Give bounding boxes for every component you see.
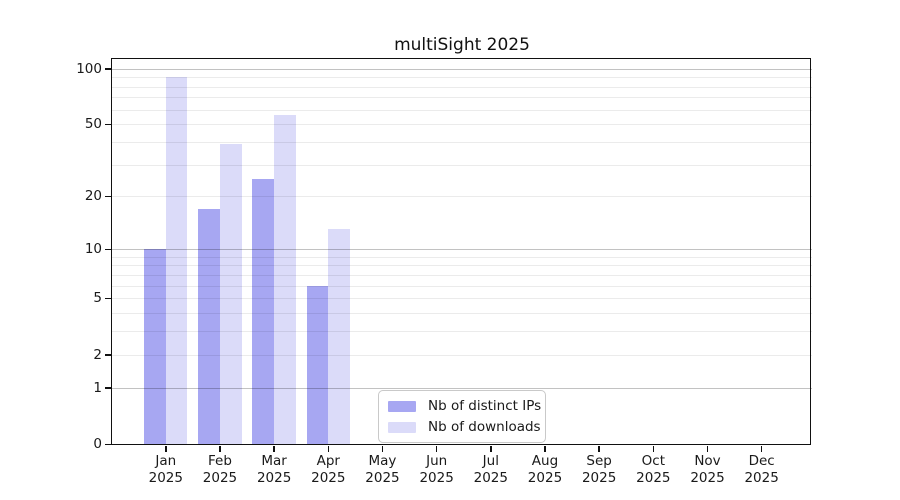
y-tick-label-20: 20 [84, 188, 102, 205]
bar-distinct-ips-jan [144, 249, 166, 445]
y-tick-label-10: 10 [84, 241, 102, 258]
gridline-minor-30 [112, 164, 812, 166]
gridline-minor-40 [112, 142, 812, 144]
x-tick-label-mar: Mar 2025 [256, 453, 292, 486]
legend-swatch-distinct-ips [388, 400, 416, 412]
x-tick-oct [652, 445, 655, 452]
x-tick-nov [706, 445, 709, 452]
gridline-minor-70 [112, 97, 812, 99]
y-tick-label-1: 1 [93, 379, 102, 396]
y-tick-10 [105, 248, 112, 251]
gridline-minor-7 [112, 274, 812, 276]
x-tick-label-feb: Feb 2025 [202, 453, 238, 486]
gridline-minor-6 [112, 285, 812, 287]
bar-distinct-ips-mar [252, 179, 275, 445]
gridline-minor-5 [112, 298, 812, 300]
x-tick-label-aug: Aug 2025 [527, 453, 563, 486]
x-tick-mar [273, 445, 275, 452]
gridline-minor-9 [112, 256, 812, 258]
legend: Nb of distinct IPs Nb of downloads [378, 390, 546, 443]
legend-entry-distinct-ips: Nb of distinct IPs [388, 397, 541, 415]
x-tick-label-jun: Jun 2025 [419, 453, 454, 486]
y-tick-1 [105, 387, 112, 389]
y-tick-label-100: 100 [76, 60, 102, 77]
gridline-minor-4 [112, 313, 812, 315]
gridline-minor-3 [112, 331, 812, 333]
bar-downloads-jan [165, 77, 188, 445]
bar-downloads-apr [328, 229, 350, 445]
y-tick-label-5: 5 [93, 290, 102, 307]
x-tick-jul [490, 445, 492, 452]
gridline-major-1 [112, 387, 812, 389]
y-tick-label-0: 0 [93, 436, 102, 452]
legend-label-downloads: Nb of downloads [428, 419, 541, 435]
gridline-major-100 [112, 68, 812, 70]
x-tick-label-sep: Sep 2025 [581, 453, 617, 486]
gridline-minor-60 [112, 109, 812, 111]
x-tick-label-jan: Jan 2025 [148, 453, 183, 486]
x-tick-may [381, 445, 384, 452]
x-tick-jan [165, 445, 167, 452]
bar-distinct-ips-feb [198, 209, 220, 445]
x-tick-feb [219, 445, 221, 452]
y-tick-50 [105, 123, 112, 126]
x-tick-label-may: May 2025 [365, 453, 400, 486]
bar-downloads-mar [274, 115, 296, 445]
x-tick-apr [327, 445, 330, 452]
x-tick-jun [435, 445, 438, 452]
y-tick-100 [105, 68, 112, 70]
gridline-minor-20 [112, 196, 812, 198]
y-tick-label-2: 2 [93, 346, 102, 363]
gridline-minor-2 [112, 354, 812, 356]
bar-distinct-ips-apr [306, 285, 329, 445]
gridline-minor-50 [112, 124, 812, 126]
legend-swatch-downloads [388, 421, 416, 433]
x-tick-label-apr: Apr 2025 [311, 453, 346, 486]
chart-title: multiSight 2025 [394, 35, 530, 55]
legend-label-distinct-ips: Nb of distinct IPs [428, 398, 542, 414]
y-tick-5 [105, 297, 112, 300]
gridline-minor-90 [112, 77, 812, 79]
y-tick-0 [105, 443, 112, 445]
gridline-minor-8 [112, 265, 812, 267]
x-tick-label-oct: Oct 2025 [636, 453, 671, 486]
x-tick-sep [598, 445, 600, 452]
y-tick-2 [105, 354, 112, 356]
x-tick-dec [760, 445, 763, 452]
gridline-major-10 [112, 249, 812, 251]
x-tick-label-nov: Nov 2025 [690, 453, 725, 486]
x-tick-label-dec: Dec 2025 [744, 453, 779, 486]
legend-entry-downloads: Nb of downloads [388, 418, 541, 436]
x-tick-aug [544, 445, 546, 452]
y-tick-label-50: 50 [84, 116, 102, 133]
y-tick-20 [105, 195, 112, 198]
bar-downloads-feb [219, 144, 242, 445]
x-tick-label-jul: Jul 2025 [473, 453, 508, 486]
gridline-minor-80 [112, 86, 812, 88]
